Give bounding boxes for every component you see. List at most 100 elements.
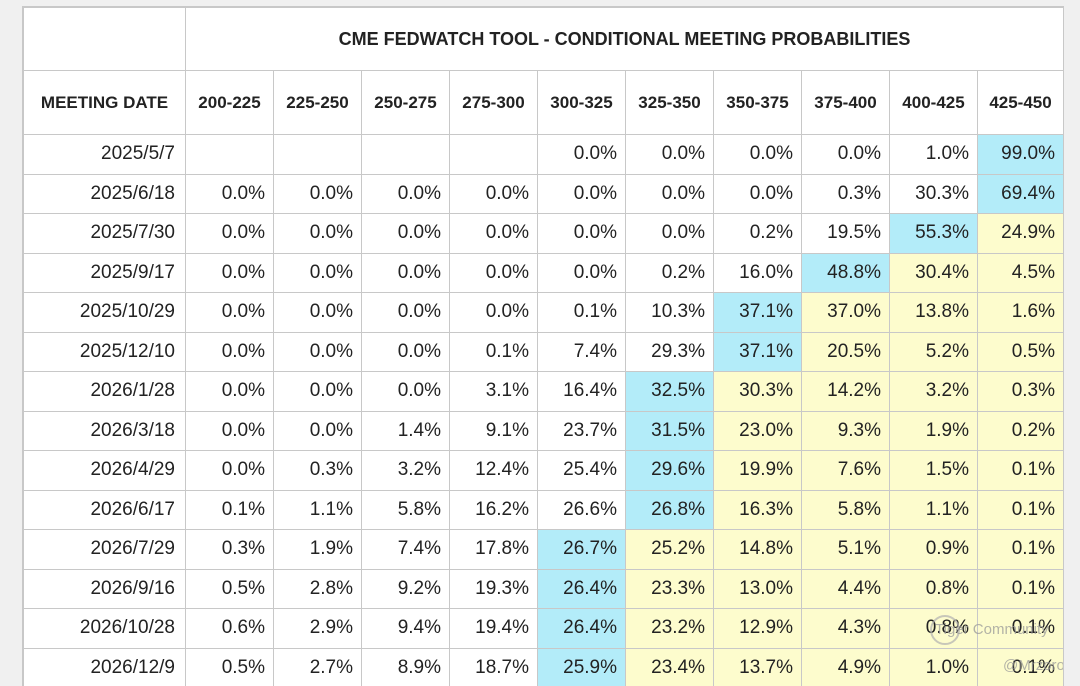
- watermark-community: Tiger Community: [935, 621, 1049, 638]
- probability-cell: 0.0%: [274, 174, 362, 214]
- probability-cell: 0.0%: [626, 214, 714, 254]
- probability-cell: 18.7%: [450, 648, 538, 686]
- probability-cell: 5.1%: [802, 530, 890, 570]
- probability-cell: 2.8%: [274, 569, 362, 609]
- probability-cell: 69.4%: [978, 174, 1064, 214]
- meeting-date-cell: 2026/9/16: [24, 569, 186, 609]
- probability-cell: 8.9%: [362, 648, 450, 686]
- rate-range-header: 275-300: [450, 71, 538, 135]
- watermark-handle: @Mrzoro: [1003, 657, 1064, 674]
- probability-cell: 16.0%: [714, 253, 802, 293]
- probability-cell: 1.9%: [890, 411, 978, 451]
- probability-cell: 0.0%: [274, 293, 362, 333]
- probability-cell: 23.4%: [626, 648, 714, 686]
- probability-cell: 31.5%: [626, 411, 714, 451]
- probability-cell: 26.6%: [538, 490, 626, 530]
- meeting-date-cell: 2025/7/30: [24, 214, 186, 254]
- probability-cell: 14.8%: [714, 530, 802, 570]
- probability-cell: 26.4%: [538, 609, 626, 649]
- probability-cell: 13.8%: [890, 293, 978, 333]
- probability-cell: 1.9%: [274, 530, 362, 570]
- probability-cell: 0.0%: [450, 293, 538, 333]
- probability-cell: 4.9%: [802, 648, 890, 686]
- rate-range-header: 225-250: [274, 71, 362, 135]
- probability-cell: 19.5%: [802, 214, 890, 254]
- probability-cell: 1.6%: [978, 293, 1064, 333]
- probability-cell: 0.3%: [186, 530, 274, 570]
- probability-cell: 0.0%: [538, 214, 626, 254]
- probability-cell: 16.2%: [450, 490, 538, 530]
- probability-cell: 0.0%: [538, 135, 626, 175]
- probability-cell: 0.0%: [626, 135, 714, 175]
- rate-range-header: 400-425: [890, 71, 978, 135]
- probability-cell: 0.2%: [978, 411, 1064, 451]
- probability-cell: 99.0%: [978, 135, 1064, 175]
- probability-cell: 0.0%: [450, 174, 538, 214]
- probability-cell: 48.8%: [802, 253, 890, 293]
- probability-cell: 4.3%: [802, 609, 890, 649]
- probability-cell: 1.5%: [890, 451, 978, 491]
- meeting-date-cell: 2025/9/17: [24, 253, 186, 293]
- probability-cell: 0.1%: [450, 332, 538, 372]
- probability-cell: [362, 135, 450, 175]
- probability-cell: 23.0%: [714, 411, 802, 451]
- probability-cell: 19.3%: [450, 569, 538, 609]
- probability-cell: 0.1%: [538, 293, 626, 333]
- probability-cell: 0.1%: [978, 451, 1064, 491]
- rate-range-header: 425-450: [978, 71, 1064, 135]
- probability-cell: 0.0%: [362, 253, 450, 293]
- probability-cell: 7.6%: [802, 451, 890, 491]
- probability-cell: 12.4%: [450, 451, 538, 491]
- probability-cell: 0.0%: [802, 135, 890, 175]
- probability-cell: 0.2%: [714, 214, 802, 254]
- probability-cell: 0.0%: [186, 214, 274, 254]
- probability-cell: 37.0%: [802, 293, 890, 333]
- probability-cell: 37.1%: [714, 293, 802, 333]
- probability-cell: 29.6%: [626, 451, 714, 491]
- probability-cell: 4.4%: [802, 569, 890, 609]
- probability-cell: 0.0%: [186, 332, 274, 372]
- probability-cell: [186, 135, 274, 175]
- table-title: CME FEDWATCH TOOL - CONDITIONAL MEETING …: [186, 8, 1064, 71]
- probability-cell: 0.0%: [274, 332, 362, 372]
- probability-cell: 26.8%: [626, 490, 714, 530]
- probability-cell: 0.0%: [186, 174, 274, 214]
- probability-cell: 0.0%: [714, 174, 802, 214]
- probability-cell: 0.0%: [362, 214, 450, 254]
- probability-cell: 0.3%: [274, 451, 362, 491]
- probability-cell: 1.1%: [274, 490, 362, 530]
- probability-cell: 0.0%: [626, 174, 714, 214]
- meeting-date-cell: 2026/3/18: [24, 411, 186, 451]
- probability-cell: 29.3%: [626, 332, 714, 372]
- probability-cell: 23.3%: [626, 569, 714, 609]
- probability-cell: 1.0%: [890, 135, 978, 175]
- probability-cell: 0.0%: [362, 332, 450, 372]
- rate-range-header: 375-400: [802, 71, 890, 135]
- probability-cell: 0.1%: [186, 490, 274, 530]
- probability-cell: 7.4%: [538, 332, 626, 372]
- probability-cell: 16.3%: [714, 490, 802, 530]
- probability-cell: 0.0%: [274, 411, 362, 451]
- probability-cell: 23.7%: [538, 411, 626, 451]
- probability-cell: 2.7%: [274, 648, 362, 686]
- probability-cell: 0.9%: [890, 530, 978, 570]
- probability-cell: 0.5%: [186, 569, 274, 609]
- probability-cell: [274, 135, 362, 175]
- rate-range-header: 250-275: [362, 71, 450, 135]
- meeting-date-cell: 2025/12/10: [24, 332, 186, 372]
- rate-range-header: 350-375: [714, 71, 802, 135]
- probability-cell: 37.1%: [714, 332, 802, 372]
- probability-cell: 7.4%: [362, 530, 450, 570]
- probability-cell: 5.8%: [362, 490, 450, 530]
- probability-cell: 13.7%: [714, 648, 802, 686]
- probability-cell: 13.0%: [714, 569, 802, 609]
- probability-cell: 9.2%: [362, 569, 450, 609]
